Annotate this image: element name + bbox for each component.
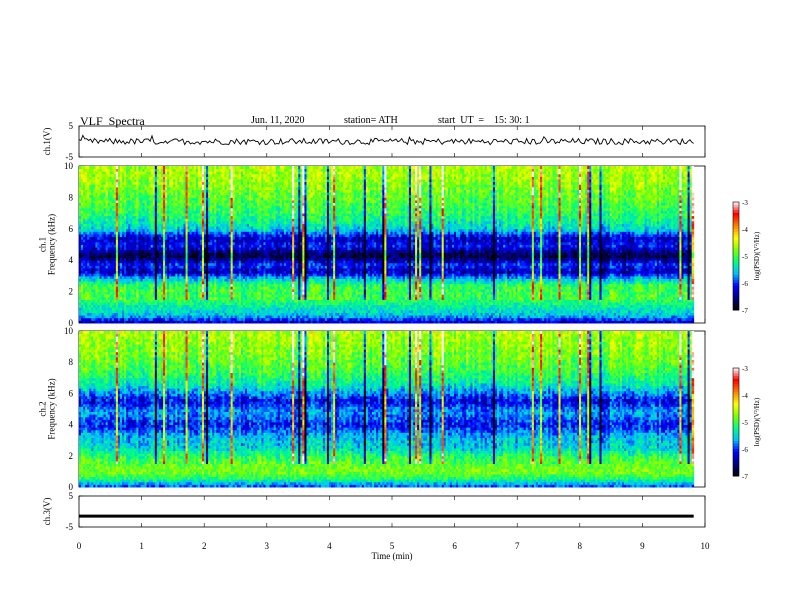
heatmap-cell	[692, 302, 694, 305]
heatmap-cell	[692, 289, 694, 292]
heatmap-cell	[692, 297, 694, 300]
heatmap-cell	[692, 315, 694, 318]
heatmap-cell	[692, 313, 694, 316]
heatmap-cell	[692, 320, 694, 323]
ch1-waveform-trace	[79, 135, 694, 144]
heatmap-cell	[692, 294, 694, 297]
y-tick-label: 5	[69, 121, 74, 131]
ch1-spectrogram-image	[79, 166, 694, 323]
heatmap-cell	[692, 318, 694, 321]
heatmap-cell	[692, 307, 694, 310]
y-axis-label: ch.1(V)	[42, 128, 52, 156]
heatmap-cell	[692, 310, 694, 313]
heatmap-cell	[692, 299, 694, 302]
ch3-waveform-frame	[79, 496, 705, 527]
heatmap-cell	[692, 292, 694, 295]
heatmap-cell	[692, 305, 694, 308]
